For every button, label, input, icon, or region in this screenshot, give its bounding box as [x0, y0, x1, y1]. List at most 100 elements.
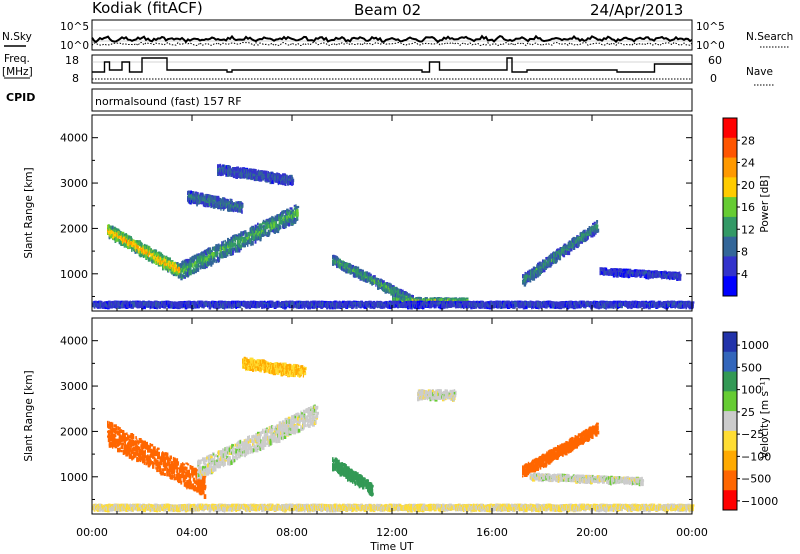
echo-cell — [622, 268, 626, 272]
nsearch-label: N.Search — [746, 31, 793, 43]
echo-cell — [111, 230, 114, 234]
echo-cell — [140, 252, 143, 258]
echo-cell — [678, 274, 682, 277]
echo-cell — [289, 207, 293, 210]
echo-cell — [291, 219, 293, 224]
echo-cell — [101, 304, 103, 307]
echo-cell — [528, 274, 531, 278]
echo-cell — [229, 198, 232, 203]
echo-cell — [216, 251, 218, 256]
station-title: Kodiak (fitACF) — [92, 0, 203, 17]
echo-cell — [668, 273, 671, 277]
echo-cell — [222, 166, 224, 170]
echo-cell — [534, 268, 536, 272]
echo-cell — [271, 215, 273, 219]
echo-cell — [596, 225, 598, 230]
echo-cell — [212, 256, 215, 260]
echo-cell — [192, 195, 195, 200]
echo-cell — [197, 256, 201, 262]
echo-cell — [222, 171, 224, 176]
echo-cell — [285, 210, 287, 215]
echo-cell — [206, 257, 209, 262]
echo-cell — [277, 175, 279, 178]
echo-cell — [254, 239, 257, 244]
echo-cell — [296, 209, 299, 212]
echo-cell — [185, 258, 188, 263]
echo-cell — [402, 298, 405, 301]
echo-cell — [148, 252, 151, 255]
echo-cell — [460, 297, 462, 302]
echo-cell — [247, 231, 251, 236]
echo-cell — [275, 179, 277, 183]
echo-cell — [279, 225, 282, 230]
power-echo-region — [107, 224, 182, 279]
echo-cell — [130, 242, 132, 246]
echo-cell — [197, 200, 199, 204]
echo-cell — [285, 221, 289, 226]
echo-cell — [614, 268, 616, 272]
echo-cell — [229, 173, 231, 176]
echo-cell — [187, 264, 191, 269]
echo-cell — [224, 239, 226, 243]
echo-cell — [192, 267, 195, 273]
echo-cell — [157, 251, 161, 254]
echo-cell — [363, 275, 366, 281]
echo-cell — [247, 236, 249, 240]
echo-cell — [677, 274, 679, 279]
echo-cell — [115, 228, 117, 232]
echo-cell — [232, 209, 235, 213]
echo-cell — [557, 249, 560, 253]
echo-cell — [148, 257, 152, 261]
echo-cell — [535, 273, 537, 279]
echo-cell — [151, 257, 153, 260]
echo-cell — [213, 248, 215, 252]
echo-cell — [114, 300, 116, 306]
echo-cell — [334, 260, 336, 265]
echo-cell — [192, 255, 195, 260]
echo-cell — [178, 267, 181, 272]
echo-cell — [225, 254, 229, 257]
echo-cell — [261, 225, 264, 228]
echo-cell — [159, 304, 161, 309]
echo-cell — [150, 248, 152, 253]
echo-cell — [204, 303, 206, 307]
echo-cell — [242, 238, 244, 243]
echo-cell — [119, 236, 121, 239]
echo-cell — [232, 203, 235, 206]
echo-cell — [124, 304, 126, 307]
echo-cell — [162, 255, 165, 258]
echo-cell — [537, 269, 540, 274]
echo-cell — [218, 252, 220, 257]
echo-cell — [342, 262, 345, 268]
echo-cell — [257, 222, 259, 225]
echo-cell — [214, 198, 216, 202]
echo-cell — [197, 263, 200, 268]
echo-cell — [530, 269, 533, 272]
echo-cell — [246, 242, 248, 246]
echo-cell — [129, 300, 131, 303]
echo-cell — [188, 262, 190, 266]
echo-cell — [146, 245, 148, 249]
echo-cell — [372, 281, 374, 285]
echo-cell — [217, 257, 220, 263]
cpid-text: normalsound (fast) 157 RF — [95, 95, 242, 108]
echo-cell — [160, 260, 162, 265]
echo-cell — [225, 203, 227, 209]
echo-cell — [169, 268, 173, 271]
echo-cell — [569, 241, 571, 245]
echo-cell — [645, 270, 648, 274]
echo-cell — [221, 200, 223, 205]
echo-cell — [552, 259, 556, 264]
echo-cell — [232, 208, 234, 211]
echo-cell — [527, 279, 530, 283]
echo-cell — [625, 271, 627, 276]
echo-cell — [388, 288, 392, 293]
echo-cell — [578, 241, 581, 244]
echo-cell — [221, 253, 223, 259]
echo-cell — [392, 292, 394, 298]
echo-cell — [572, 237, 574, 240]
echo-cell — [217, 168, 220, 173]
echo-cell — [592, 222, 595, 225]
echo-cell — [142, 253, 145, 258]
echo-cell — [531, 268, 534, 271]
